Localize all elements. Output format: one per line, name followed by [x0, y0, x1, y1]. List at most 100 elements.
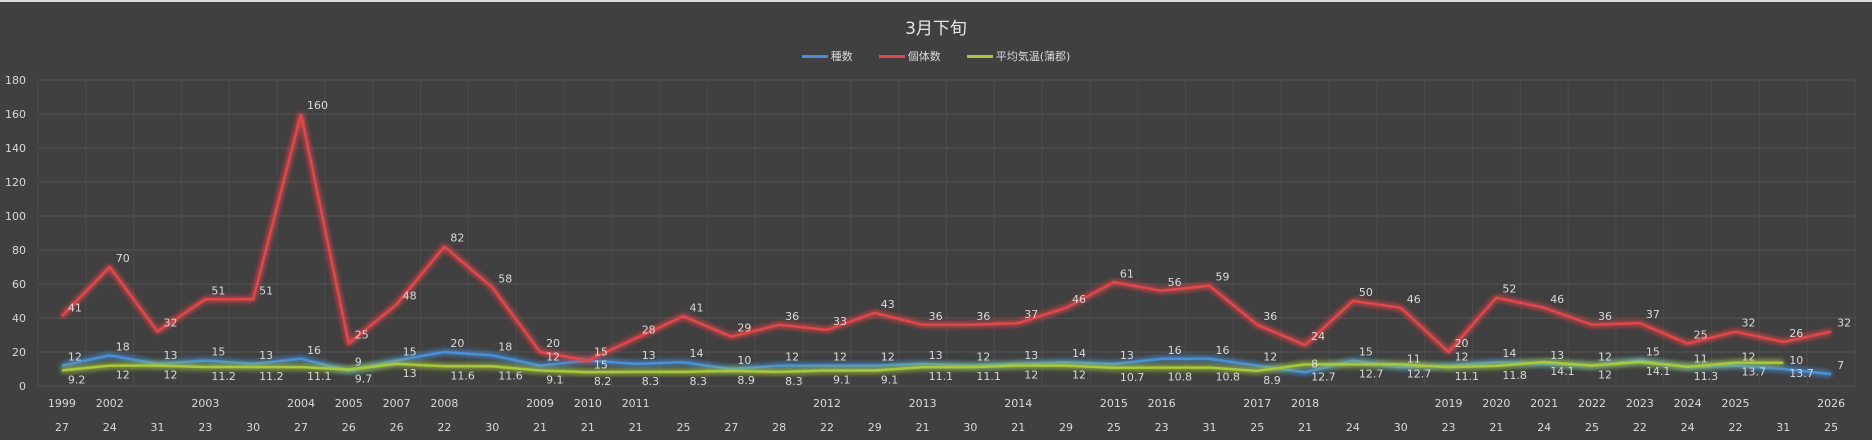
- x-year-label: 2005: [335, 397, 363, 410]
- y-tick-label: 40: [12, 312, 26, 325]
- data-label-series-2: 8.3: [785, 375, 803, 388]
- data-label-series-0: 12: [1455, 351, 1469, 364]
- data-label-series-1: 36: [929, 310, 943, 323]
- data-label-series-0: 14: [1072, 347, 1086, 360]
- data-label-series-1: 20: [546, 337, 560, 350]
- data-label-series-1: 160: [307, 99, 328, 112]
- x-year-label: 2003: [191, 397, 219, 410]
- x-day-label: 23: [1155, 421, 1169, 434]
- data-label-series-2: 12: [1024, 369, 1038, 382]
- x-year-label: 2015: [1100, 397, 1128, 410]
- x-day-label: 23: [198, 421, 212, 434]
- data-label-series-2: 12: [116, 369, 130, 382]
- data-label-series-0: 12: [68, 351, 82, 364]
- data-label-series-0: 12: [833, 351, 847, 364]
- series-line-2: [61, 360, 1784, 374]
- data-label-series-0: 20: [450, 337, 464, 350]
- x-year-label: 2004: [287, 397, 315, 410]
- data-label-series-1: 46: [1550, 293, 1564, 306]
- x-day-label: 21: [581, 421, 595, 434]
- data-label-series-0: 13: [1120, 349, 1134, 362]
- data-label-series-2: 9.1: [833, 374, 851, 387]
- x-year-label: 2023: [1626, 397, 1654, 410]
- data-label-series-1: 36: [976, 310, 990, 323]
- data-label-series-0: 16: [1215, 344, 1229, 357]
- x-day-label: 31: [1776, 421, 1790, 434]
- legend-item-temperature[interactable]: 平均気温(蒲郡): [966, 48, 1070, 64]
- data-label-series-2: 11.2: [211, 370, 236, 383]
- y-tick-label: 180: [5, 74, 26, 87]
- x-year-label: 2024: [1674, 397, 1702, 410]
- data-label-series-0: 14: [690, 347, 704, 360]
- data-label-series-2: 12: [1072, 369, 1086, 382]
- chart-title: 3月下旬: [905, 19, 967, 39]
- x-day-label: 25: [1250, 421, 1264, 434]
- data-label-series-1: 50: [1359, 286, 1373, 299]
- data-label-series-0: 15: [1646, 346, 1660, 359]
- data-label-series-1: 37: [1646, 308, 1660, 321]
- x-year-label: 2020: [1482, 397, 1510, 410]
- data-label-series-1: 26: [1789, 327, 1803, 340]
- x-year-label: 2012: [813, 397, 841, 410]
- data-label-series-2: 8.3: [690, 375, 708, 388]
- data-label-series-1: 36: [1263, 310, 1277, 323]
- x-day-label: 30: [485, 421, 499, 434]
- data-label-series-0: 12: [976, 351, 990, 364]
- data-label-series-0: 12: [1598, 351, 1612, 364]
- x-day-label: 22: [437, 421, 451, 434]
- data-label-series-0: 7: [1837, 359, 1844, 372]
- x-year-label: 2016: [1148, 397, 1176, 410]
- y-tick-label: 80: [12, 244, 26, 257]
- y-tick-label: 120: [5, 176, 26, 189]
- data-label-series-2: 11.1: [307, 370, 332, 383]
- x-day-label: 31: [151, 421, 165, 434]
- legend-swatch: [878, 54, 905, 58]
- data-label-series-1: 41: [68, 301, 82, 314]
- data-label-series-2: 12.7: [1359, 367, 1384, 380]
- data-label-series-0: 16: [1168, 344, 1182, 357]
- x-day-label: 24: [103, 421, 117, 434]
- data-label-series-2: 11.6: [450, 369, 475, 382]
- data-label-series-1: 51: [259, 284, 273, 297]
- data-label-series-1: 20: [1455, 337, 1469, 350]
- x-year-label: 2022: [1578, 397, 1606, 410]
- series-line-1: [61, 113, 1832, 362]
- x-day-label: 24: [1681, 421, 1695, 434]
- data-label-series-2: 8.9: [737, 374, 755, 387]
- data-label-series-1: 32: [1741, 317, 1755, 330]
- data-label-series-1: 25: [355, 329, 369, 342]
- x-day-label: 31: [1202, 421, 1216, 434]
- data-label-series-1: 48: [403, 289, 417, 302]
- x-day-label: 25: [1107, 421, 1121, 434]
- data-label-series-0: 13: [164, 349, 178, 362]
- data-label-series-2: 12.7: [1407, 367, 1432, 380]
- data-label-series-2: 11.1: [976, 370, 1001, 383]
- data-label-series-0: 11: [1694, 352, 1708, 365]
- y-tick-label: 140: [5, 142, 26, 155]
- data-label-series-2: 8.3: [642, 375, 660, 388]
- data-label-series-1: 36: [785, 310, 799, 323]
- data-label-series-1: 46: [1407, 293, 1421, 306]
- x-day-label: 28: [772, 421, 786, 434]
- data-label-series-1: 36: [1598, 310, 1612, 323]
- data-label-series-1: 29: [737, 322, 751, 335]
- data-label-series-2: 8.2: [594, 375, 612, 388]
- x-day-label: 30: [963, 421, 977, 434]
- data-label-series-2: 11.1: [1455, 370, 1480, 383]
- x-year-label: 2021: [1530, 397, 1558, 410]
- legend-item-individuals[interactable]: 個体数: [878, 48, 941, 64]
- data-label-series-1: 32: [164, 317, 178, 330]
- data-label-series-0: 9: [355, 356, 362, 369]
- x-year-label: 2008: [430, 397, 458, 410]
- data-label-series-0: 12: [881, 351, 895, 364]
- data-label-series-2: 9.1: [546, 374, 564, 387]
- data-label-series-2: 10.8: [1168, 371, 1193, 384]
- x-day-label: 21: [1298, 421, 1312, 434]
- data-label-series-1: 37: [1024, 308, 1038, 321]
- data-label-series-0: 12: [546, 351, 560, 364]
- legend-swatch: [801, 54, 828, 58]
- data-label-series-1: 59: [1215, 271, 1229, 284]
- legend-item-species[interactable]: 種数: [801, 48, 853, 64]
